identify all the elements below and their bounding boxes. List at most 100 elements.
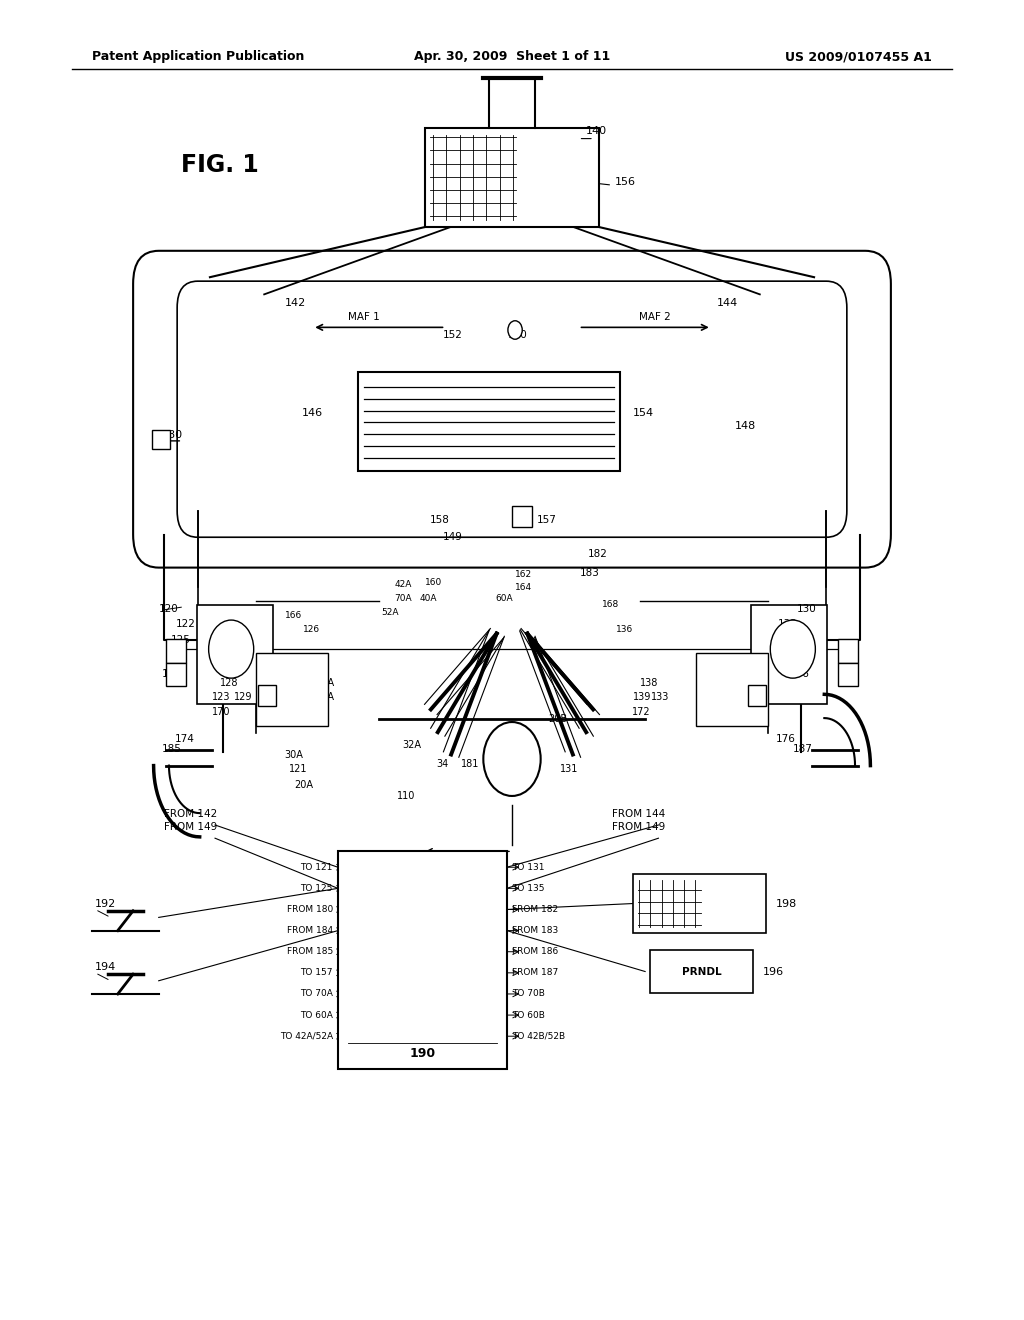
Text: 156: 156 [614, 177, 636, 187]
Text: 183: 183 [580, 568, 599, 578]
Text: 162: 162 [515, 570, 532, 579]
Text: 146: 146 [302, 408, 324, 418]
Text: 192: 192 [95, 899, 117, 909]
Text: 198: 198 [776, 899, 798, 908]
Text: 22A: 22A [315, 678, 335, 689]
Text: 166: 166 [285, 611, 302, 620]
Text: 170: 170 [212, 708, 230, 718]
Bar [748, 685, 766, 706]
Text: TO 70A: TO 70A [300, 990, 333, 998]
Text: MAF 2: MAF 2 [639, 312, 672, 322]
Text: 149: 149 [442, 532, 462, 543]
Text: 168: 168 [602, 601, 620, 610]
Text: 110: 110 [397, 791, 416, 801]
Text: 30A: 30A [285, 750, 303, 760]
Text: FROM 187: FROM 187 [512, 969, 558, 977]
Text: MAF 1: MAF 1 [347, 312, 380, 322]
Text: FROM 149: FROM 149 [164, 822, 217, 833]
Bar [166, 663, 186, 686]
Text: 184: 184 [162, 669, 181, 680]
Bar [197, 605, 273, 704]
Text: 32A: 32A [402, 741, 422, 751]
Text: 181: 181 [461, 759, 479, 770]
Text: 70A: 70A [394, 594, 412, 603]
Text: 126: 126 [303, 626, 321, 635]
Text: 60A: 60A [496, 594, 513, 603]
Text: 120: 120 [159, 605, 178, 615]
Text: Apr. 30, 2009  Sheet 1 of 11: Apr. 30, 2009 Sheet 1 of 11 [414, 50, 610, 63]
Bar [650, 950, 753, 993]
Bar [358, 372, 620, 471]
Bar [751, 605, 827, 704]
Text: 182: 182 [588, 549, 607, 560]
Text: FROM 186: FROM 186 [512, 948, 558, 956]
Circle shape [508, 321, 522, 339]
Text: 122: 122 [176, 619, 196, 630]
Text: TO 131: TO 131 [512, 863, 545, 871]
Text: FROM 180: FROM 180 [287, 906, 333, 913]
Text: 187: 187 [793, 744, 812, 755]
Text: 132: 132 [778, 619, 798, 630]
Bar [838, 663, 858, 686]
Bar [633, 874, 766, 933]
Bar [152, 430, 170, 449]
Text: 150: 150 [508, 330, 527, 341]
Text: 133: 133 [651, 692, 670, 702]
Bar [258, 685, 276, 706]
Bar [338, 851, 507, 1069]
Text: 40A: 40A [420, 594, 437, 603]
Text: 136: 136 [616, 626, 634, 635]
Text: 124: 124 [165, 652, 184, 663]
Text: 135: 135 [790, 635, 809, 645]
Text: 180: 180 [162, 430, 183, 441]
Text: 142: 142 [285, 298, 306, 309]
Text: FROM 182: FROM 182 [512, 906, 558, 913]
Text: 131: 131 [560, 764, 579, 775]
Text: 20A: 20A [294, 780, 313, 791]
Text: TO 157: TO 157 [300, 969, 333, 977]
Text: FROM 142: FROM 142 [164, 809, 217, 820]
Text: 164: 164 [515, 583, 532, 593]
Text: TO 60A: TO 60A [300, 1011, 333, 1019]
Text: TO 135: TO 135 [512, 884, 545, 892]
Text: 186: 186 [790, 669, 809, 680]
Text: 129: 129 [233, 692, 252, 702]
Circle shape [770, 620, 815, 678]
Bar [256, 653, 328, 726]
Text: TO 125: TO 125 [300, 884, 333, 892]
Bar [166, 639, 186, 663]
Text: 158: 158 [430, 515, 450, 525]
Circle shape [209, 620, 254, 678]
Text: 121: 121 [289, 764, 307, 775]
Text: 24A: 24A [307, 708, 327, 718]
Text: TO 42B/52B: TO 42B/52B [512, 1032, 565, 1040]
Text: 125: 125 [171, 635, 190, 645]
Text: 52A: 52A [381, 609, 398, 618]
Text: FROM 184: FROM 184 [287, 927, 333, 935]
Text: FROM 144: FROM 144 [612, 809, 666, 820]
Text: 50A: 50A [315, 692, 335, 702]
Text: 42A: 42A [394, 581, 412, 590]
Text: 139: 139 [633, 692, 651, 702]
Text: 138: 138 [640, 678, 658, 689]
Circle shape [483, 722, 541, 796]
Text: FIG. 1: FIG. 1 [181, 153, 259, 177]
Bar [425, 128, 599, 227]
Text: 194: 194 [95, 962, 117, 973]
Text: 128: 128 [220, 678, 239, 689]
Text: 20B: 20B [548, 714, 567, 725]
Text: FROM 185: FROM 185 [287, 948, 333, 956]
Text: 34: 34 [436, 759, 449, 770]
Text: 196: 196 [763, 966, 784, 977]
Text: FROM 149: FROM 149 [612, 822, 666, 833]
Text: PRNDL: PRNDL [682, 966, 721, 977]
Text: TO 42A/52A: TO 42A/52A [280, 1032, 333, 1040]
Bar [838, 639, 858, 663]
Text: US 2009/0107455 A1: US 2009/0107455 A1 [785, 50, 932, 63]
Text: 172: 172 [632, 708, 650, 718]
Text: TO 60B: TO 60B [512, 1011, 545, 1019]
Text: 134: 134 [792, 652, 811, 663]
Text: 185: 185 [162, 744, 181, 755]
Text: 130: 130 [797, 605, 816, 615]
Text: 176: 176 [776, 734, 796, 744]
